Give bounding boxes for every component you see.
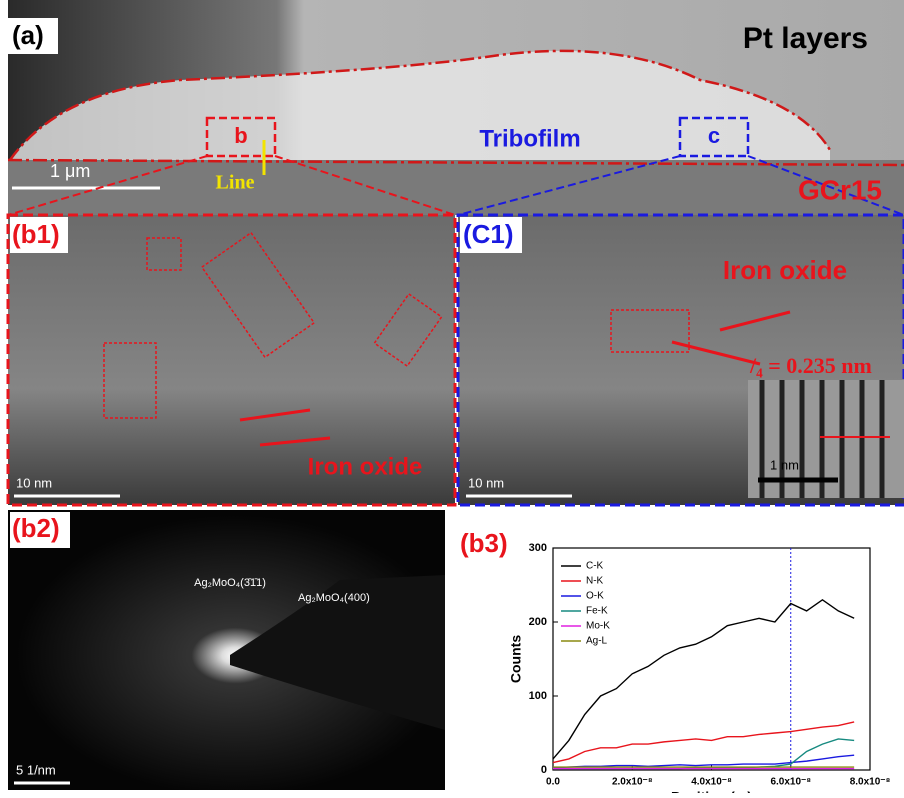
y-tick-label: 100 (529, 690, 547, 702)
scale-label: 10 nm (16, 475, 52, 490)
panel-label: (a) (12, 20, 44, 50)
legend-label: Mo-K (586, 621, 610, 632)
series-line (553, 755, 854, 768)
y-tick-label: 0 (541, 764, 547, 776)
legend-label: C-K (586, 561, 604, 572)
annotation: c (708, 123, 720, 148)
x-tick-label: 4.0x10⁻⁸ (691, 777, 732, 788)
panel-label: (b1) (12, 219, 60, 249)
x-tick-label: 8.0x10⁻⁸ (850, 777, 891, 788)
scale-label: 5 1/nm (16, 762, 56, 777)
scale-label: 1 nm (770, 457, 799, 472)
scale-label: 10 nm (468, 475, 504, 490)
annotation: Line (216, 172, 255, 194)
page: (a) Pt layers Tribofilm b c Line 1 μm GC… (0, 0, 904, 798)
y-tick-label: 300 (529, 542, 547, 554)
annotation: GCr15 (798, 174, 882, 205)
annotation: Ag₂MoO₄(400) (298, 592, 370, 604)
legend-label: Ag-L (586, 636, 608, 647)
panel-label: (C1) (463, 219, 514, 249)
annotation: /₄ = 0.235 nm (749, 353, 872, 378)
series-line (553, 722, 854, 763)
panel-label: (b3) (460, 528, 508, 558)
legend-label: N-K (586, 576, 604, 587)
chart: 0 100 200 300 0.0 2.0x10⁻⁸ 4.0x10⁻⁸ 6.0x10⁻⁸ 8.0… (508, 542, 891, 793)
y-axis-label: Counts (508, 635, 524, 683)
y-tick-label: 200 (529, 616, 547, 628)
annotation: Ag₂MoO₄(3̄1̄1) (194, 577, 266, 589)
figure: (a) Pt layers Tribofilm b c Line 1 μm GC… (0, 0, 904, 793)
legend-label: O-K (586, 591, 604, 602)
x-tick-label: 2.0x10⁻⁸ (612, 777, 653, 788)
annotation: Iron oxide (308, 453, 423, 480)
scale-label: 1 μm (50, 161, 90, 181)
annotation: Tribofilm (479, 125, 580, 152)
annotation: b (234, 123, 247, 148)
annotation: Iron oxide (723, 255, 847, 285)
series-line (553, 739, 854, 769)
panel-label: (b2) (12, 513, 60, 543)
legend-label: Fe-K (586, 606, 608, 617)
x-tick-label: 0.0 (546, 777, 560, 788)
x-axis-label: Position (m) (671, 789, 752, 793)
x-tick-label: 6.0x10⁻⁸ (770, 777, 811, 788)
annotation: Pt layers (743, 22, 868, 55)
